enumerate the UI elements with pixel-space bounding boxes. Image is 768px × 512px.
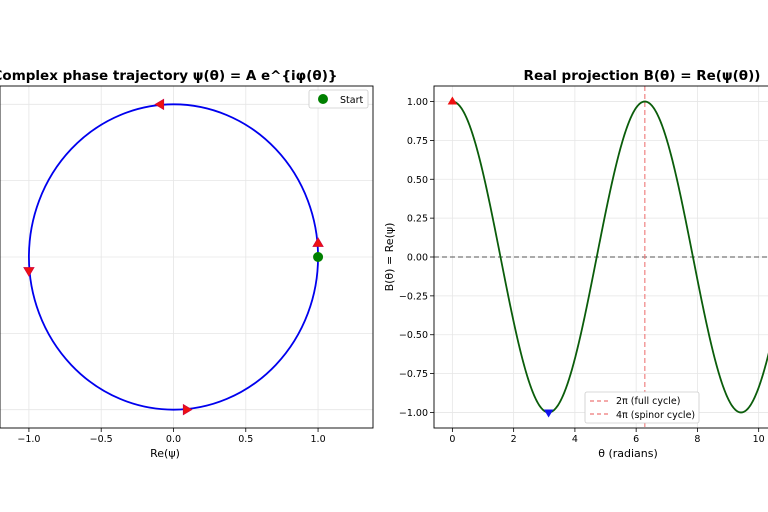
right-xlabel: θ (radians)	[598, 447, 658, 460]
legend-start-label: Start	[340, 95, 363, 106]
right-xtick-label: 2	[511, 434, 517, 445]
right-ytick-label: −1.00	[399, 408, 428, 419]
legend-start-marker	[318, 94, 328, 104]
left-xtick-label: 0.0	[166, 434, 181, 445]
projection-curve	[452, 100, 768, 414]
right-ytick-label: 0.00	[407, 253, 428, 264]
legend-2pi-label: 2π (full cycle)	[616, 396, 680, 407]
left-plot	[23, 98, 324, 416]
right-ytick-label: −0.75	[399, 369, 428, 380]
right-ytick-label: 0.25	[407, 214, 428, 225]
left-xtick-label: −1.0	[17, 434, 40, 445]
right-ytick-label: −0.25	[399, 291, 428, 302]
left-xticks: −1.0 −0.5 0.0 0.5 1.0	[17, 428, 326, 445]
left-xtick-label: 0.5	[238, 434, 253, 445]
right-plot	[434, 86, 768, 428]
right-xtick-label: 6	[633, 434, 639, 445]
left-xtick-label: 1.0	[311, 434, 326, 445]
left-panel: −1.0 −0.5 0.0 0.5 1.0 Complex phase trajecto…	[0, 68, 374, 460]
right-ticks: 0 2 4 6 8 10 1.00 0.75 0.50 0.25 0.00 −0.25 −0.50 −0.…	[399, 97, 765, 445]
min-marker	[543, 409, 554, 418]
left-xtick-label: −0.5	[90, 434, 113, 445]
right-ylabel: B(θ) = Re(ψ)	[383, 223, 396, 292]
right-xtick-label: 10	[753, 434, 765, 445]
left-axes-frame	[0, 85, 374, 429]
direction-arrow	[312, 237, 324, 247]
direction-arrow	[23, 267, 35, 277]
max-marker	[447, 96, 458, 105]
right-xtick-label: 0	[449, 434, 455, 445]
left-xlabel: Re(ψ)	[150, 447, 180, 460]
right-ytick-label: 1.00	[407, 97, 428, 108]
legend-4pi-label: 4π (spinor cycle)	[616, 410, 695, 421]
right-xtick-label: 4	[572, 434, 578, 445]
right-xtick-label: 8	[694, 434, 700, 445]
right-legend: 2π (full cycle) 4π (spinor cycle)	[584, 391, 700, 424]
start-point	[313, 252, 324, 262]
right-ytick-label: 0.75	[407, 136, 428, 147]
direction-arrow	[182, 403, 193, 416]
direction-arrow	[154, 98, 165, 111]
right-ytick-label: 0.50	[407, 175, 428, 186]
left-legend: Start	[308, 89, 369, 109]
right-ytick-label: −0.50	[399, 330, 428, 341]
right-panel: 0 2 4 6 8 10 1.00 0.75 0.50 0.25 0.00 −0.25 −0.50 −0.…	[383, 68, 768, 460]
left-title: Complex phase trajectory ψ(θ) = A e^{iφ(…	[0, 68, 337, 84]
right-legend-box	[584, 391, 700, 424]
right-title: Real projection B(θ) = Re(ψ(θ))	[524, 68, 761, 84]
